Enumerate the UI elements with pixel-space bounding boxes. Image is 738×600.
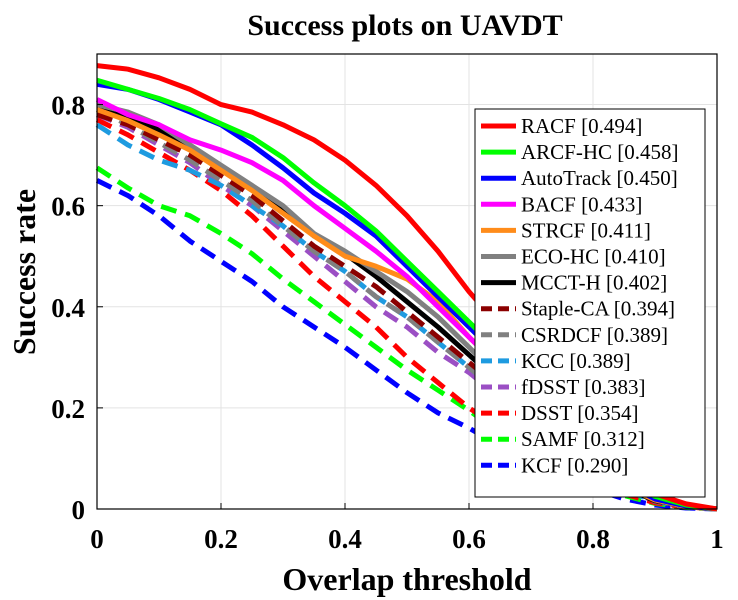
legend-label: CSRDCF [0.389]: [521, 323, 668, 347]
y-tick-label: 0.2: [51, 394, 85, 424]
x-tick-label: 0.6: [452, 524, 486, 554]
legend-label: ARCF-HC [0.458]: [521, 140, 679, 164]
legend-label: Staple-CA [0.394]: [521, 297, 675, 321]
legend-label: KCC [0.389]: [521, 349, 631, 373]
legend-label: BACF [0.433]: [521, 192, 642, 216]
x-tick-label: 0.2: [204, 524, 238, 554]
plot-frame: [96, 53, 718, 510]
x-axis-label: Overlap threshold: [282, 561, 531, 597]
y-axis-label: Success rate: [6, 189, 42, 355]
legend-label: MCCT-H [0.402]: [521, 271, 667, 295]
x-tick-label: 0.4: [328, 524, 362, 554]
legend-label: fDSST [0.383]: [521, 375, 645, 399]
y-tick-label: 0.4: [51, 293, 85, 323]
x-tick-labels: 0 0.2 0.4 0.6 0.8 1: [90, 503, 724, 554]
x-tick-label: 0.8: [576, 524, 610, 554]
legend-label: KCF [0.290]: [521, 453, 628, 477]
x-tick-label: 0: [90, 524, 104, 554]
legend-label: SAMF [0.312]: [521, 427, 645, 451]
legend-label: AutoTrack [0.450]: [521, 166, 678, 190]
y-tick-label: 0: [72, 495, 86, 525]
legend-label: STRCF [0.411]: [521, 218, 651, 242]
y-tick-label: 0.6: [51, 192, 85, 222]
x-tick-label: 1: [710, 524, 724, 554]
chart-title: Success plots on UAVDT: [247, 9, 562, 42]
legend-label: ECO-HC [0.410]: [521, 245, 666, 269]
legend: RACF [0.494]ARCF-HC [0.458]AutoTrack [0.…: [474, 108, 706, 498]
legend-label: RACF [0.494]: [521, 114, 642, 138]
legend-label: DSST [0.354]: [521, 401, 638, 425]
y-tick-label: 0.8: [51, 91, 85, 121]
legend-box: [474, 108, 706, 498]
y-tick-labels: 0 0.2 0.4 0.6 0.8: [51, 91, 103, 525]
